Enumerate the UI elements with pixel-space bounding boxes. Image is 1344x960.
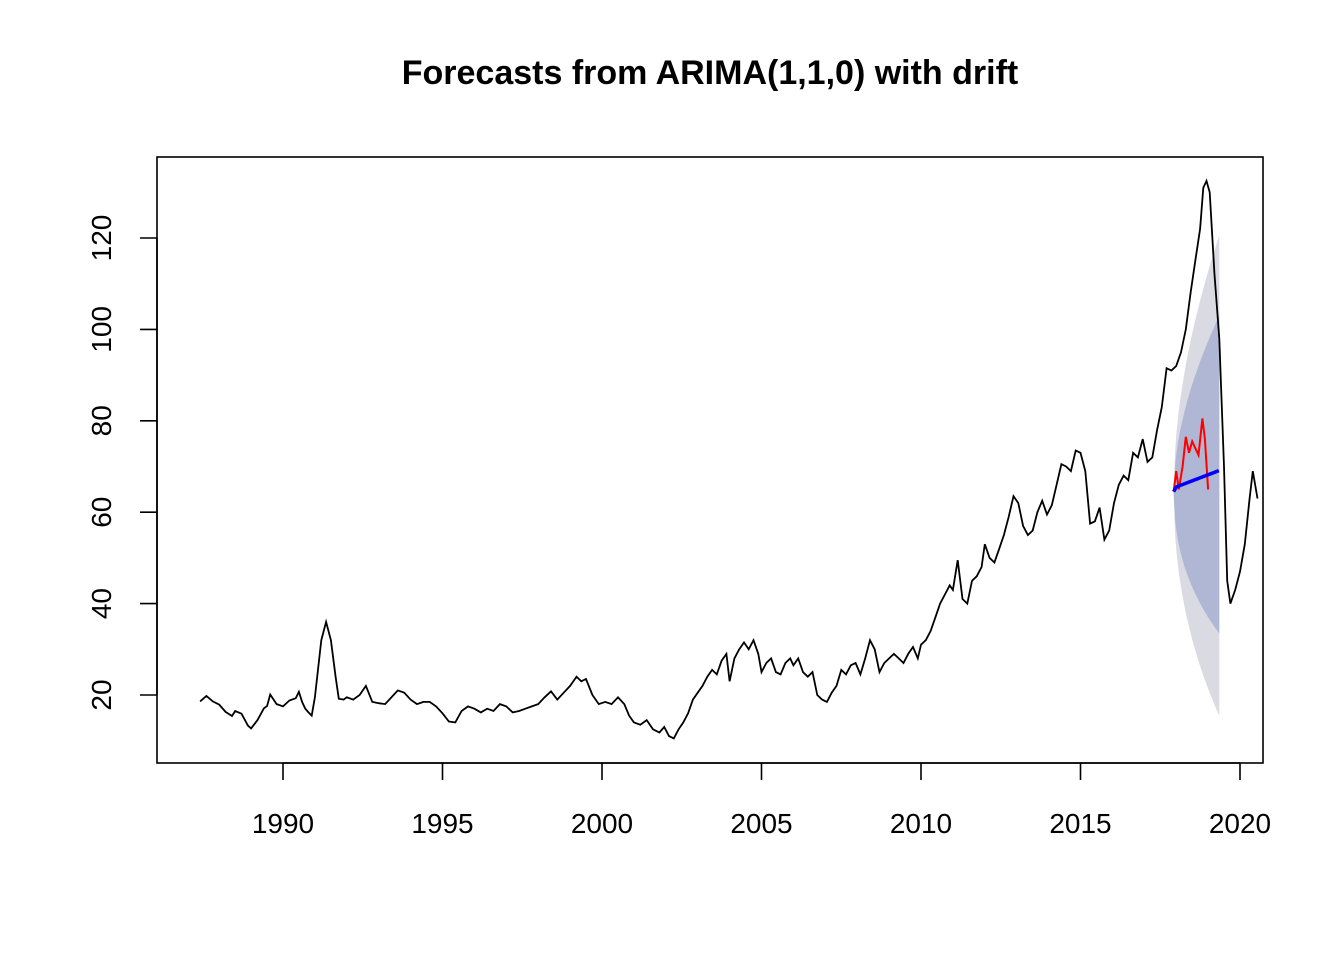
series-lines (199, 178, 1259, 740)
y-tick-label: 60 (86, 497, 117, 528)
chart-title: Forecasts from ARIMA(1,1,0) with drift (401, 54, 1019, 92)
y-tick-label: 20 (86, 679, 117, 710)
x-tick-label: 2000 (571, 808, 633, 839)
x-axis: 1990 1995 2000 2005 2010 2015 2020 (252, 762, 1271, 839)
y-tick-label: 100 (86, 306, 117, 353)
x-tick-label: 1995 (411, 808, 473, 839)
y-tick-label: 120 (86, 215, 117, 262)
prediction-intervals (1173, 235, 1220, 716)
x-tick-label: 2005 (730, 808, 792, 839)
x-tick-label: 2010 (890, 808, 952, 839)
forecast-line (1172, 468, 1220, 493)
y-tick-label: 80 (86, 405, 117, 436)
y-tick-label: 40 (86, 588, 117, 619)
history-line (199, 178, 1259, 740)
y-axis: 20 40 60 80 100 120 (86, 215, 158, 711)
x-tick-label: 2020 (1209, 808, 1271, 839)
x-tick-label: 1990 (252, 808, 314, 839)
x-tick-label: 2015 (1049, 808, 1111, 839)
band-80 (1173, 315, 1220, 634)
